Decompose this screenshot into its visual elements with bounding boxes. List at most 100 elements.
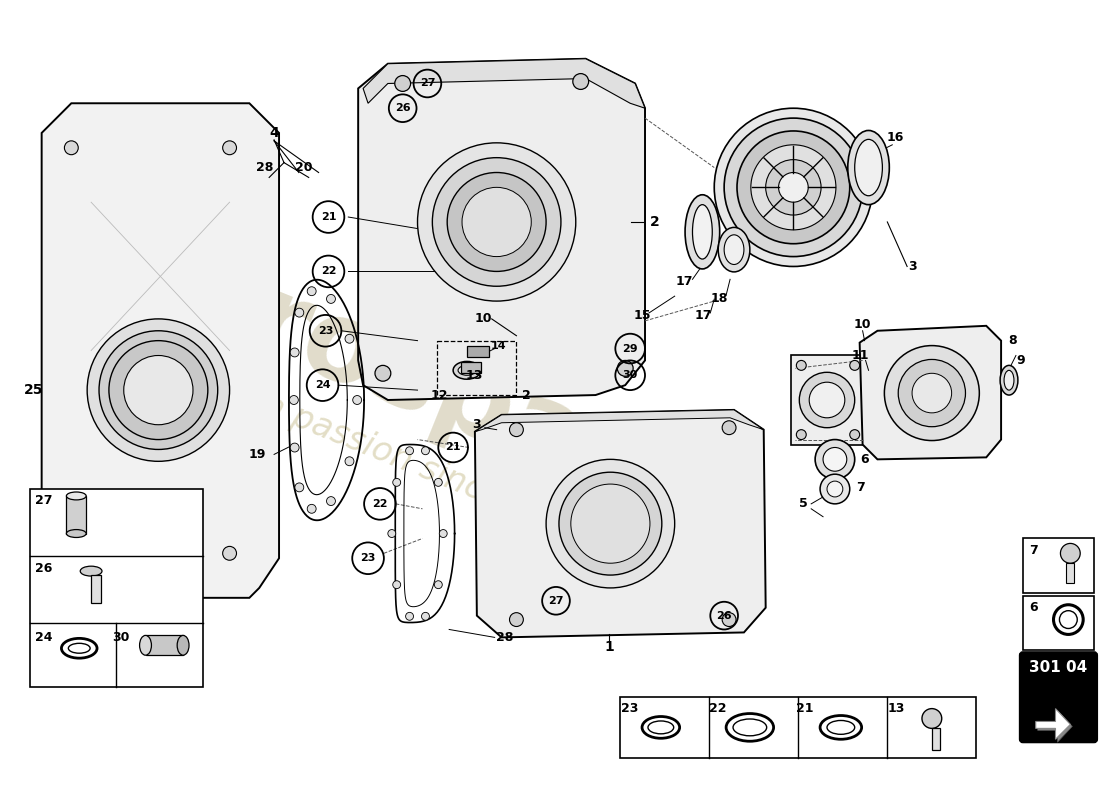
Text: 13: 13 — [465, 369, 483, 382]
Circle shape — [766, 160, 821, 215]
Text: 19: 19 — [249, 448, 266, 461]
Ellipse shape — [177, 635, 189, 655]
Ellipse shape — [1000, 366, 1018, 395]
Bar — [66, 496, 86, 534]
Circle shape — [421, 446, 429, 454]
Circle shape — [295, 483, 304, 492]
Text: 22: 22 — [321, 266, 337, 277]
Circle shape — [432, 158, 561, 286]
Text: a passion since 1985: a passion since 1985 — [258, 388, 596, 550]
Circle shape — [815, 439, 855, 479]
Text: 6: 6 — [860, 453, 869, 466]
Text: 12: 12 — [430, 389, 448, 402]
Text: 28: 28 — [255, 161, 273, 174]
Circle shape — [327, 497, 336, 506]
Circle shape — [617, 361, 634, 376]
Text: 3: 3 — [473, 418, 481, 431]
Text: 23: 23 — [621, 702, 639, 715]
Circle shape — [850, 361, 859, 370]
Ellipse shape — [458, 366, 476, 375]
Circle shape — [353, 395, 362, 405]
Circle shape — [448, 173, 546, 271]
Circle shape — [823, 447, 847, 471]
Circle shape — [345, 334, 354, 343]
Text: 28: 28 — [496, 631, 514, 644]
Polygon shape — [363, 58, 645, 108]
Text: 22: 22 — [710, 702, 727, 715]
Circle shape — [751, 145, 836, 230]
Ellipse shape — [453, 362, 481, 379]
Circle shape — [1059, 610, 1077, 629]
Text: 26: 26 — [716, 610, 732, 621]
Circle shape — [295, 308, 304, 317]
Text: 27: 27 — [35, 494, 53, 507]
Polygon shape — [1037, 710, 1072, 742]
Text: 27: 27 — [548, 596, 563, 606]
Circle shape — [65, 141, 78, 154]
Bar — [30, 489, 202, 687]
Circle shape — [912, 374, 952, 413]
Text: 3: 3 — [908, 260, 916, 273]
Circle shape — [406, 446, 414, 454]
Ellipse shape — [66, 530, 86, 538]
Circle shape — [509, 613, 524, 626]
Text: 21: 21 — [446, 442, 461, 453]
Text: 20: 20 — [295, 161, 312, 174]
Circle shape — [779, 173, 808, 202]
Text: 5: 5 — [799, 498, 807, 510]
Circle shape — [737, 131, 850, 244]
Circle shape — [307, 504, 316, 514]
Circle shape — [290, 443, 299, 452]
Circle shape — [290, 348, 299, 357]
Polygon shape — [475, 410, 763, 432]
Circle shape — [723, 421, 736, 434]
Bar — [1066, 563, 1075, 583]
Circle shape — [123, 355, 192, 425]
Circle shape — [65, 546, 78, 560]
Text: eurospares: eurospares — [91, 209, 783, 571]
Ellipse shape — [724, 235, 744, 265]
Ellipse shape — [140, 635, 152, 655]
Polygon shape — [42, 103, 279, 598]
Ellipse shape — [648, 721, 673, 734]
Text: 18: 18 — [711, 292, 728, 305]
Text: 23: 23 — [361, 554, 376, 563]
Polygon shape — [146, 538, 170, 562]
Circle shape — [884, 346, 979, 441]
FancyBboxPatch shape — [1020, 652, 1097, 742]
Text: 301 04: 301 04 — [1030, 659, 1088, 674]
Polygon shape — [359, 58, 645, 400]
Circle shape — [406, 612, 414, 620]
Circle shape — [546, 459, 674, 588]
Circle shape — [573, 74, 588, 90]
Ellipse shape — [855, 139, 882, 196]
Text: 10: 10 — [475, 312, 493, 326]
Bar — [438, 341, 516, 395]
Circle shape — [395, 75, 410, 91]
Ellipse shape — [733, 719, 767, 736]
Ellipse shape — [68, 643, 90, 654]
Circle shape — [99, 330, 218, 450]
Circle shape — [559, 472, 662, 575]
Circle shape — [922, 709, 942, 728]
Circle shape — [850, 430, 859, 439]
Circle shape — [899, 359, 966, 426]
Bar — [620, 697, 977, 758]
Circle shape — [327, 294, 336, 303]
Text: 24: 24 — [35, 631, 53, 644]
Text: 25: 25 — [24, 383, 44, 397]
Bar — [145, 635, 183, 655]
Circle shape — [393, 581, 400, 589]
Text: 21: 21 — [796, 702, 814, 715]
Text: 2: 2 — [650, 215, 660, 229]
Circle shape — [222, 141, 236, 154]
Circle shape — [714, 108, 872, 266]
Text: 6: 6 — [1030, 602, 1038, 614]
Ellipse shape — [80, 566, 102, 576]
Polygon shape — [859, 326, 1001, 459]
Circle shape — [388, 530, 396, 538]
Circle shape — [462, 187, 531, 257]
Text: 9: 9 — [1016, 354, 1025, 367]
Ellipse shape — [848, 130, 889, 205]
Text: 11: 11 — [851, 349, 869, 362]
